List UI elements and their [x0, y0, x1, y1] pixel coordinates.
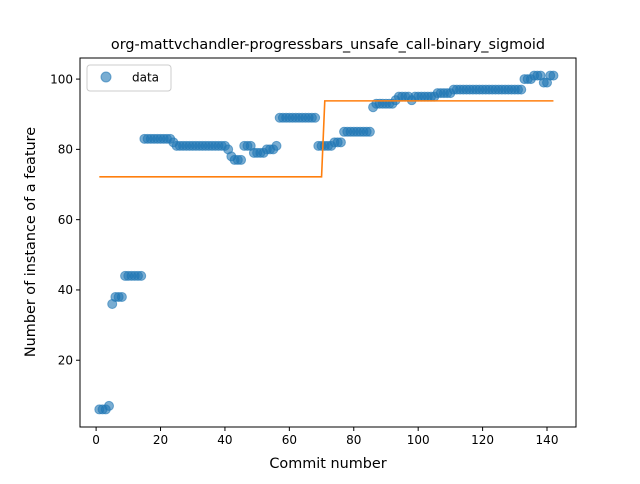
data-point [548, 70, 559, 81]
data-point [103, 400, 114, 411]
y-tick-label: 80 [58, 143, 73, 157]
y-axis-label: Number of instance of a feature [23, 127, 39, 357]
x-tick-label: 60 [282, 433, 297, 447]
data-point [116, 291, 127, 302]
data-point [310, 112, 321, 123]
chart-title: org-mattvchandler-progressbars_unsafe_ca… [111, 37, 545, 53]
y-tick-label: 20 [58, 354, 73, 368]
y-tick-label: 100 [50, 72, 73, 86]
y-tick-label: 60 [58, 213, 73, 227]
data-point [236, 154, 247, 165]
axes-frame [79, 57, 577, 428]
x-tick-label: 80 [346, 433, 361, 447]
data-point [516, 84, 527, 95]
legend-marker-data [100, 71, 112, 83]
legend-box [86, 64, 172, 92]
x-tick-label: 0 [92, 433, 100, 447]
x-tick-label: 120 [471, 433, 494, 447]
plot-area [94, 70, 559, 415]
y-tick-label: 40 [58, 283, 73, 297]
axis-ticks: 0 20 40 60 80 100 120 140 20 40 60 80 100 [50, 72, 558, 447]
fit-line [99, 100, 554, 178]
x-axis-label: Commit number [269, 456, 386, 472]
x-tick-label: 140 [536, 433, 559, 447]
data-point [364, 126, 375, 137]
legend: data [86, 64, 172, 92]
data-point [335, 137, 346, 148]
x-tick-label: 20 [153, 433, 168, 447]
legend-label-data: data [132, 71, 159, 85]
data-point [271, 140, 282, 151]
data-point [136, 270, 147, 281]
x-tick-label: 40 [217, 433, 232, 447]
x-tick-label: 100 [407, 433, 430, 447]
